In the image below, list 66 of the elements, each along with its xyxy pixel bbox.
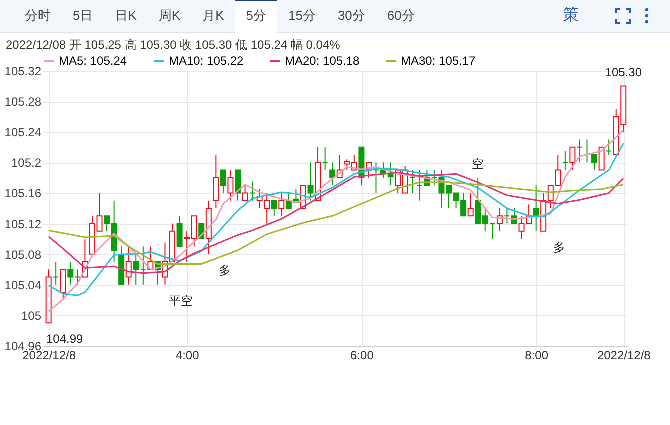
candlestick: [308, 162, 314, 202]
x-tick-label: 2022/12/8: [597, 348, 652, 362]
candlestick: [74, 269, 81, 286]
text: 周K: [158, 7, 182, 25]
line-series: [48, 142, 624, 296]
candlestick: [576, 139, 583, 164]
y-tick-label: 105.04: [4, 278, 42, 292]
candlestick: [278, 192, 285, 217]
text: 30分: [336, 7, 366, 25]
text: 日K: [114, 7, 138, 25]
annotation: 多: [554, 240, 566, 254]
x-tick-label: 6:00: [350, 348, 374, 362]
legend-label: MA30: 105.17: [401, 54, 476, 68]
candlestick: [176, 216, 183, 248]
y-tick-label: 105: [21, 308, 42, 323]
text: 2022/12/08 开 105.25 高 105.30 收 105.30 低 105.24 幅 0.04%: [5, 37, 342, 53]
annotation: 105.30: [605, 65, 642, 80]
text: 策: [562, 6, 580, 26]
candlestick: [220, 170, 226, 194]
legend-label: MA5: 105.24: [59, 54, 128, 68]
y-tick-label: 105.32: [4, 64, 42, 78]
candlestick: [504, 208, 510, 224]
text: 15分: [287, 7, 317, 25]
y-tick-label: 105.24: [4, 126, 42, 140]
candlestick: [53, 261, 60, 286]
candlestick: [570, 146, 576, 171]
candlestick: [60, 269, 66, 301]
x-tick-label: 4:00: [176, 348, 200, 362]
text: 月K: [202, 7, 226, 25]
candlestick: [606, 139, 612, 156]
annotation: 多: [218, 263, 231, 278]
candlestick: [373, 162, 380, 194]
legend-label: MA10: 105.22: [169, 54, 244, 68]
legend-label: MA20: 105.18: [285, 54, 360, 68]
text: 5日: [72, 7, 94, 25]
candlestick: [126, 246, 132, 286]
y-tick-label: 105.12: [4, 217, 42, 232]
candlestick: [213, 154, 220, 209]
candlestick: [68, 261, 74, 286]
text: 5分: [235, 0, 278, 33]
candlestick: [242, 185, 248, 202]
candlestick: [133, 254, 140, 286]
annotation: 空: [472, 156, 484, 171]
text: 分时: [24, 7, 52, 25]
y-tick-label: 105.16: [4, 186, 42, 201]
candlestick: [228, 170, 234, 202]
candlestick: [322, 146, 328, 171]
line-series: [48, 130, 624, 312]
candlestick: [388, 162, 394, 186]
candlestick: [468, 192, 474, 217]
y-tick-label: 105.08: [4, 248, 42, 262]
candlestick: [250, 181, 256, 202]
candlestick: [235, 170, 241, 202]
text: 60分: [386, 7, 416, 25]
candlestick: [330, 162, 336, 186]
candlestick: [533, 185, 540, 232]
candlestick: [562, 150, 568, 171]
y-tick-label: 105.2: [11, 156, 42, 170]
y-tick-label: 105.28: [4, 95, 42, 110]
candlestick: [140, 246, 146, 286]
annotation: 平空: [169, 294, 194, 308]
candlestick: [592, 154, 598, 171]
x-tick-label: 8:00: [525, 348, 549, 362]
annotation: 104.99: [46, 332, 84, 346]
candlestick: [271, 200, 278, 217]
candlestick: [410, 170, 416, 194]
